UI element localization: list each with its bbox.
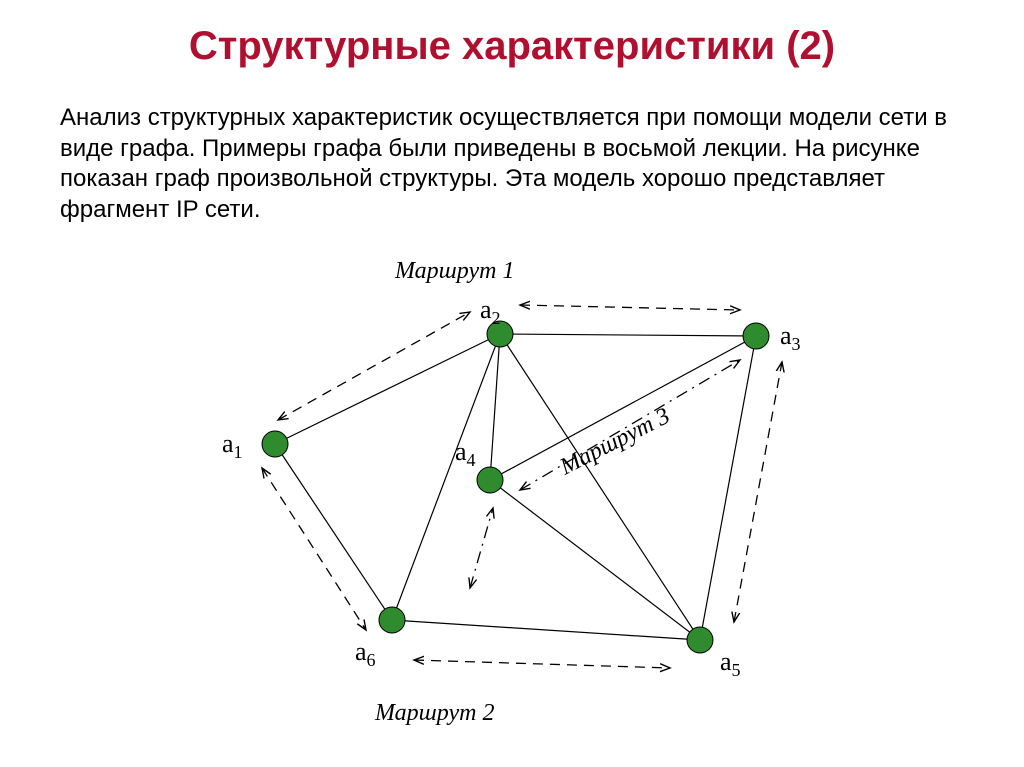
node-label: a4 bbox=[455, 437, 476, 470]
route-segment bbox=[520, 305, 740, 310]
graph-node bbox=[743, 323, 769, 349]
slide: Структурные характеристики (2) Анализ ст… bbox=[0, 0, 1024, 767]
graph-node bbox=[687, 627, 713, 653]
graph-edge bbox=[275, 334, 500, 444]
node-label: a2 bbox=[480, 295, 501, 328]
graph-node bbox=[262, 431, 288, 457]
graph-edge bbox=[490, 480, 700, 640]
graph-node bbox=[477, 467, 503, 493]
route-segment bbox=[470, 508, 493, 588]
node-label: a1 bbox=[222, 429, 243, 462]
route-segment bbox=[278, 312, 470, 420]
graph-edge bbox=[500, 334, 756, 336]
graph-edge bbox=[275, 444, 392, 620]
graph-edge bbox=[392, 620, 700, 640]
graph-diagram: Маршрут 1 Маршрут 2 Маршрут 3 a1 a2 a3 a4 a5 a6 bbox=[0, 0, 1024, 767]
node-label: a3 bbox=[780, 321, 801, 354]
graph-edge bbox=[700, 336, 756, 640]
graph-node bbox=[379, 607, 405, 633]
graph-edge bbox=[500, 334, 700, 640]
route-segment bbox=[734, 362, 782, 622]
route-label: Маршрут 1 bbox=[394, 258, 514, 284]
route-segment bbox=[414, 660, 670, 668]
graph-edge bbox=[490, 336, 756, 480]
route-label: Маршрут 2 bbox=[374, 700, 494, 726]
route-label: Маршрут 3 bbox=[555, 403, 674, 481]
node-label: a5 bbox=[720, 647, 741, 680]
node-label: a6 bbox=[355, 637, 376, 670]
route-segment bbox=[262, 468, 366, 630]
